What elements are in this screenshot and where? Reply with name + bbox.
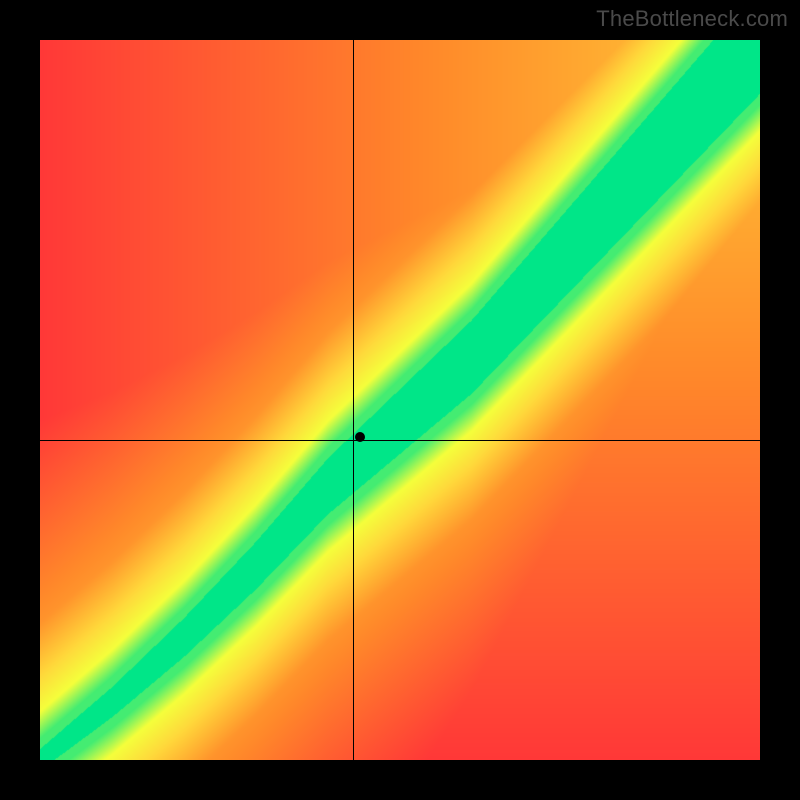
heatmap-canvas [40,40,760,760]
watermark-text: TheBottleneck.com [596,6,788,32]
plot-container [40,40,760,760]
marker-dot [355,432,365,442]
crosshair-horizontal [40,440,760,441]
crosshair-vertical [353,40,354,760]
